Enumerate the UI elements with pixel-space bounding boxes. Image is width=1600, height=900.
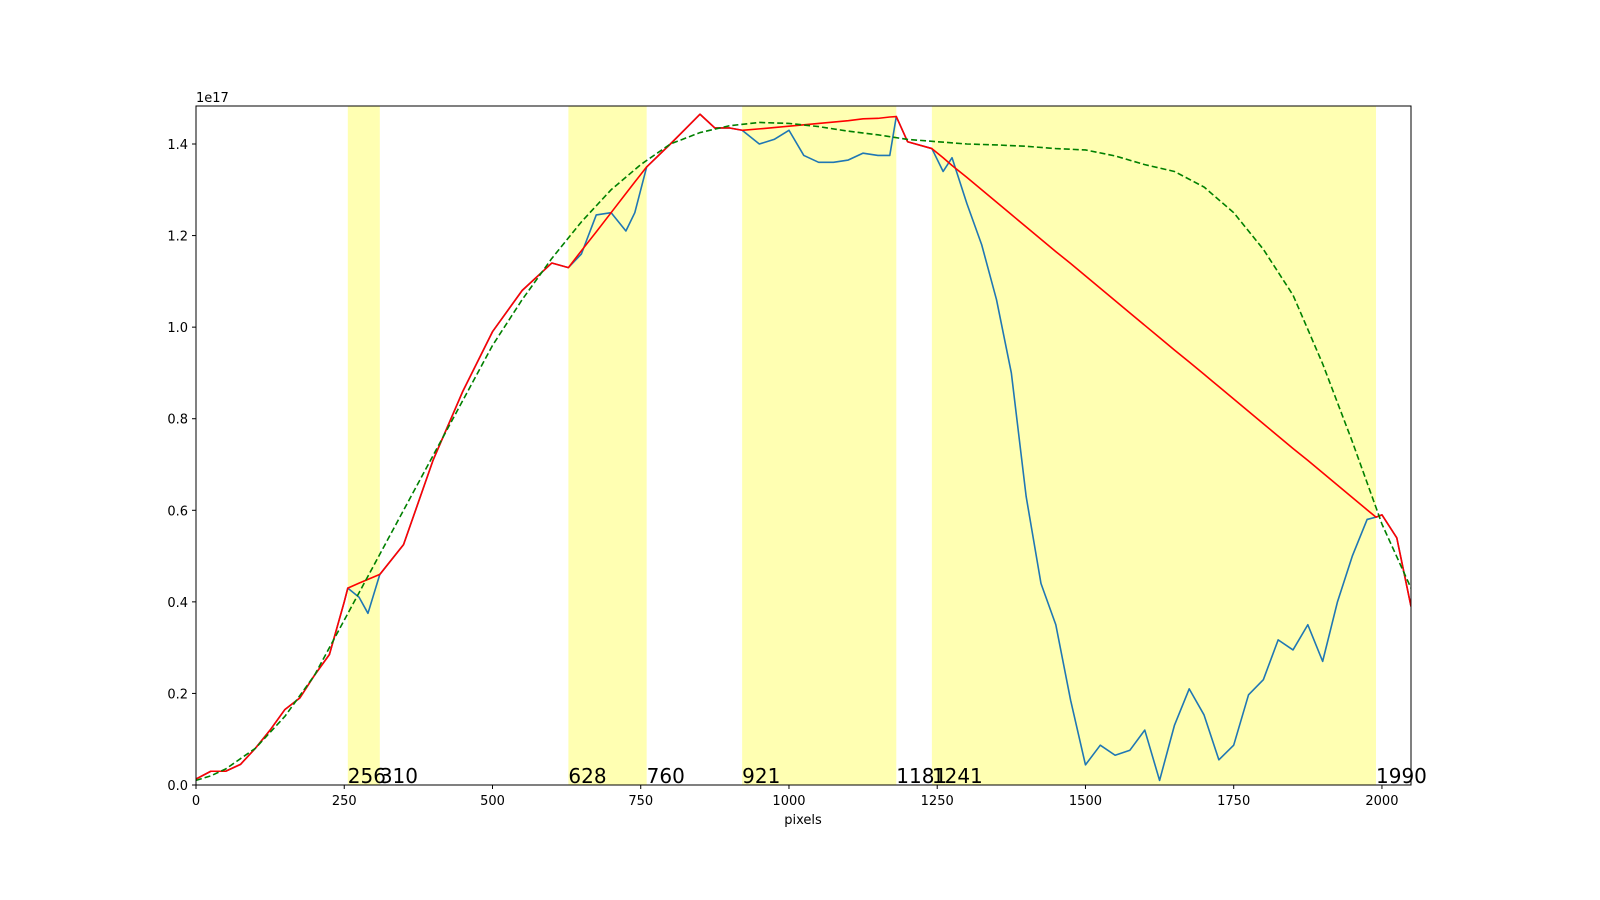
span [568, 106, 647, 785]
span-edge-label: 1241 [932, 764, 983, 788]
y-tick-label: 0.8 [167, 413, 188, 428]
x-tick-label: 0 [192, 794, 200, 809]
axes-frame [195, 105, 1412, 786]
data-line [196, 121, 1411, 782]
y-tick-label: 0.6 [167, 504, 188, 519]
x-tick-label: 2000 [1365, 794, 1398, 809]
x-tick-label: 250 [332, 794, 357, 809]
y-tick-label: 0.0 [167, 779, 188, 794]
span-layer [347, 106, 1377, 785]
y-tick-label: 0.4 [167, 596, 188, 611]
data-line [196, 113, 1411, 782]
y-tick-label: 1.0 [167, 321, 188, 336]
x-tick-label: 1250 [921, 794, 954, 809]
span-edge-label: 256 [348, 764, 386, 788]
span-edge-label: 1181 [896, 764, 947, 788]
span [931, 106, 1377, 785]
span-edge-label: 628 [568, 764, 606, 788]
line-layer [196, 113, 1411, 782]
span [347, 106, 380, 785]
span-edge-label: 921 [742, 764, 780, 788]
span-edge-label: 1990 [1376, 764, 1427, 788]
y-tick-label: 1.2 [167, 230, 188, 245]
x-tick-label: 1500 [1069, 794, 1102, 809]
x-tick-label: 1000 [772, 794, 805, 809]
offset-label: 1e17 [196, 91, 229, 106]
y-tick-label: 0.2 [167, 687, 188, 702]
span-edge-label: 760 [647, 764, 685, 788]
data-line [196, 113, 1411, 780]
x-tick-label: 500 [480, 794, 505, 809]
span [742, 106, 897, 785]
x-tick-label: 1750 [1217, 794, 1250, 809]
y-tick-label: 1.4 [167, 138, 188, 153]
x-axis-label: pixels [784, 813, 822, 828]
x-tick-label: 750 [628, 794, 653, 809]
span-edge-label: 310 [380, 764, 418, 788]
